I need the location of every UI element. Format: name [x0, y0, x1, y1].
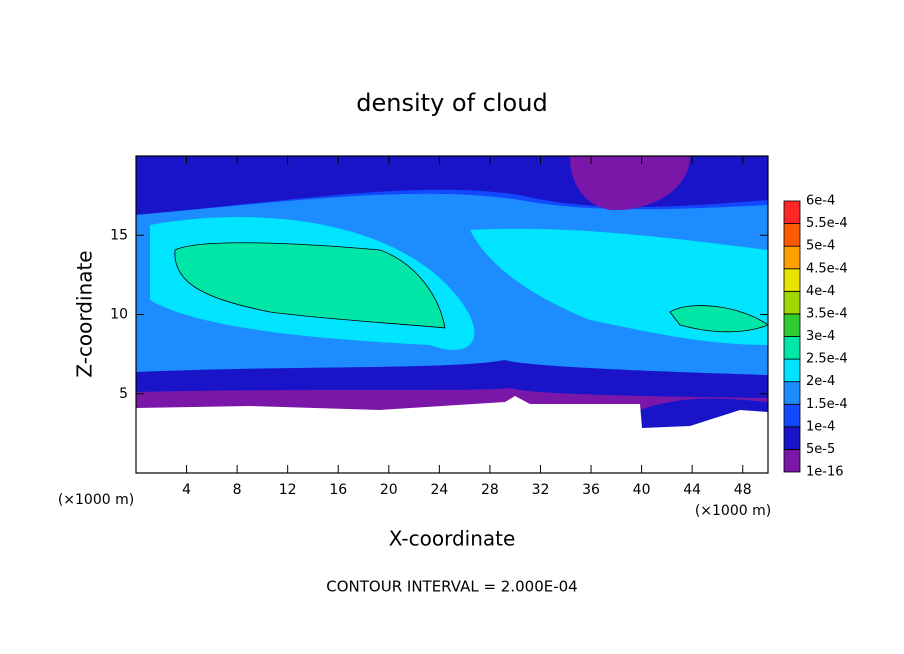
colorbar-label: 5e-5: [806, 442, 835, 457]
colorbar-swatch: [783, 313, 801, 337]
footer: CONTOUR INTERVAL = 2.000E-04: [326, 578, 577, 596]
x-tick-label: 40: [633, 482, 651, 498]
x-tick-label: 8: [233, 482, 242, 498]
colorbar-label: 5e-4: [806, 239, 835, 254]
colorbar-label: 4.5e-4: [806, 261, 848, 276]
colorbar-swatch: [783, 268, 801, 292]
x-tick-label: 36: [582, 482, 600, 498]
x-tick-label: 28: [481, 482, 499, 498]
colorbar-label: 5.5e-4: [806, 216, 848, 231]
colorbar-swatch: [783, 449, 801, 473]
colorbar-label: 4e-4: [806, 284, 835, 299]
contour-band: [174, 242, 446, 329]
y-tick-label: 15: [110, 227, 128, 243]
x-axis-label: X-coordinate: [389, 527, 516, 551]
colorbar-swatch: [783, 245, 801, 270]
colorbar-label: 1e-16: [806, 465, 844, 480]
x-tick-label: 32: [532, 482, 550, 498]
colorbar-swatch: [783, 290, 801, 315]
colorbar-swatch: [783, 426, 801, 450]
colorbar-swatch: [783, 403, 801, 428]
contour-band: [669, 305, 768, 333]
colorbar-swatch: [783, 200, 801, 224]
x-tick-label: 48: [734, 482, 752, 498]
x-tick-label: 20: [380, 482, 398, 498]
colorbar-label: 2e-4: [806, 374, 835, 389]
x-unit-label: (×1000 m): [695, 503, 771, 519]
x-tick-label: 4: [182, 482, 191, 498]
x-tick-label: 24: [430, 482, 448, 498]
y-tick-label: 5: [119, 386, 128, 402]
colorbar-label: 3.5e-4: [806, 306, 848, 321]
y-tick-label: 10: [110, 307, 128, 323]
colorbar-swatch: [783, 223, 801, 247]
colorbar-label: 3e-4: [806, 329, 835, 344]
colorbar-label: 1e-4: [806, 419, 835, 434]
y-unit-label: (×1000 m): [58, 492, 134, 508]
contour-band: [570, 156, 690, 211]
colorbar-swatch: [783, 381, 801, 405]
colorbar-label: 2.5e-4: [806, 352, 848, 367]
colorbar-swatch: [783, 358, 801, 383]
colorbar-label: 1.5e-4: [806, 397, 848, 412]
chart-title: density of cloud: [356, 89, 547, 117]
colorbar-swatch: [783, 336, 801, 360]
no-data-region: [136, 396, 768, 473]
colorbar-label: 6e-4: [806, 194, 835, 209]
x-tick-label: 12: [279, 482, 297, 498]
x-tick-label: 16: [329, 482, 347, 498]
y-axis-label: Z-coordinate: [73, 250, 97, 377]
x-tick-label: 44: [683, 482, 701, 498]
contour-field: [136, 156, 768, 473]
